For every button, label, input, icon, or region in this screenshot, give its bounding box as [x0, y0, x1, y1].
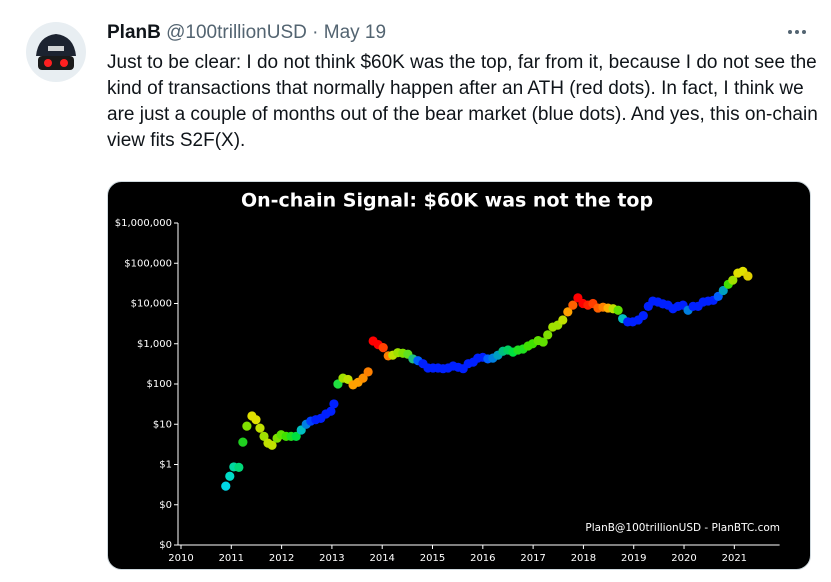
y-tick-label: $10 [153, 419, 172, 430]
y-tick-label: $0 [159, 500, 172, 511]
data-point [563, 307, 573, 317]
avatar[interactable] [26, 22, 86, 82]
y-tick-label: $100,000 [124, 258, 172, 269]
data-point [728, 275, 738, 285]
tweet-date[interactable]: · May 19 [312, 22, 387, 43]
data-point [363, 367, 373, 377]
data-point [743, 271, 753, 281]
data-point [221, 481, 231, 491]
x-tick-label: 2018 [571, 553, 596, 564]
data-point [291, 431, 301, 441]
y-tick-label: $0 [159, 540, 172, 551]
data-point [251, 415, 261, 425]
tweet-text: Just to be clear: I do not think $60K wa… [107, 52, 818, 151]
author-name[interactable]: PlanB [107, 22, 161, 43]
tweet-header: PlanB @100trillionUSD · May 19 [107, 22, 386, 44]
author-handle[interactable]: @100trillionUSD [166, 22, 307, 43]
y-tick-label: $1 [159, 460, 172, 471]
x-tick-label: 2012 [269, 553, 294, 564]
x-tick-label: 2010 [168, 553, 193, 564]
data-point [234, 462, 244, 472]
x-tick-label: 2017 [520, 553, 545, 564]
data-point [378, 343, 388, 353]
x-tick-label: 2020 [671, 553, 696, 564]
data-point [326, 406, 336, 416]
x-tick-label: 2013 [319, 553, 344, 564]
data-point [255, 423, 265, 433]
data-point [718, 285, 728, 296]
x-tick-label: 2021 [722, 553, 747, 564]
data-point [358, 373, 368, 383]
data-point [329, 399, 339, 409]
chart[interactable]: On-chain Signal: $60K was not the top Pl… [107, 181, 811, 570]
data-point [538, 337, 548, 347]
x-tick-label: 2019 [621, 553, 646, 564]
data-point [238, 437, 248, 447]
x-tick-label: 2014 [369, 553, 394, 564]
data-point [613, 305, 623, 315]
data-point [242, 421, 252, 431]
data-point [259, 431, 269, 441]
annotation: PlanB@100trillionUSD - PlanBTC.com [585, 522, 780, 534]
x-tick-label: 2011 [219, 553, 244, 564]
data-point [568, 300, 578, 310]
data-point [638, 311, 648, 321]
more-button[interactable] [786, 22, 808, 42]
data-point [558, 315, 568, 325]
y-tick-label: $1,000 [137, 339, 172, 350]
data-point [267, 440, 277, 450]
y-tick-label: $10,000 [131, 299, 172, 310]
data-point [225, 471, 235, 481]
y-tick-label: $1,000,000 [115, 218, 172, 229]
chart-title: On-chain Signal: $60K was not the top [241, 190, 653, 212]
y-tick-label: $100 [147, 379, 172, 390]
data-point [543, 330, 553, 340]
x-tick-label: 2015 [420, 553, 445, 564]
x-tick-label: 2016 [470, 553, 495, 564]
